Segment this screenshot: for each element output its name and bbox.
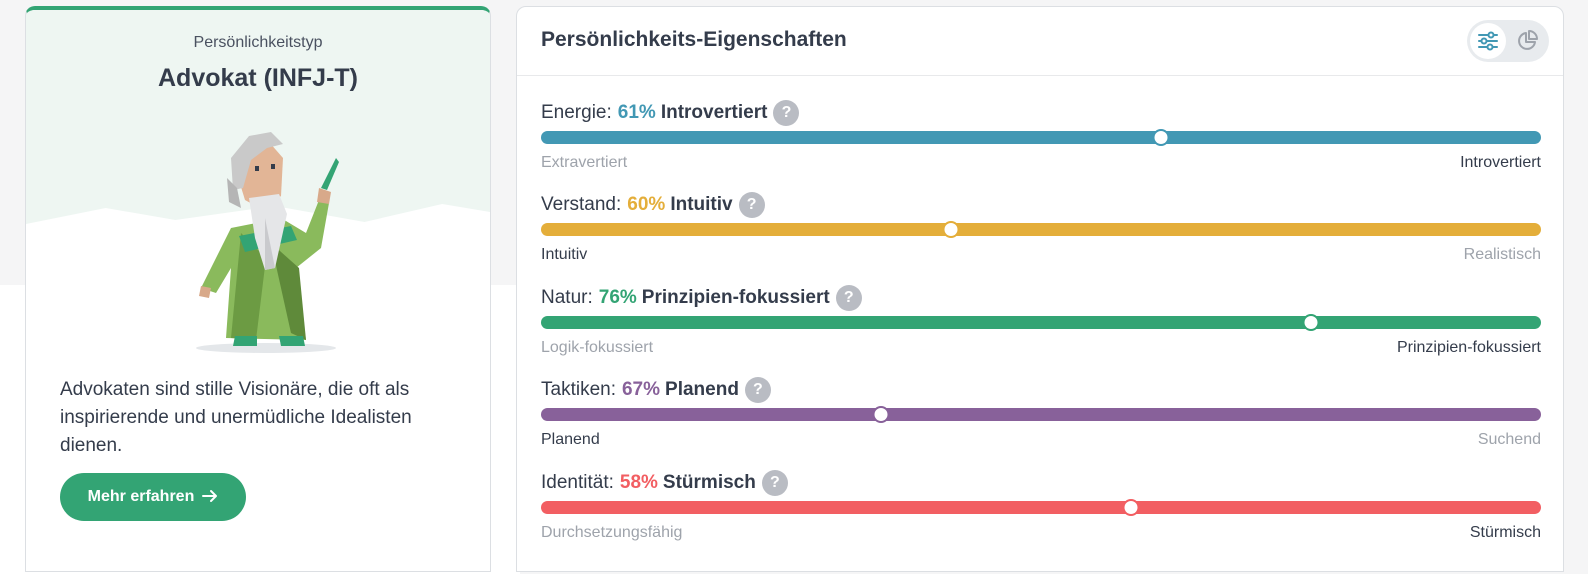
trait-right-pole: Prinzipien-fokussiert [1396, 339, 1541, 356]
trait-row: Taktiken: 67% Planend? Planend Suchend [541, 377, 1541, 457]
trait-row: Energie: 61% Introvertiert? Extravertiert In… [541, 100, 1541, 180]
trait-marker [872, 406, 890, 423]
trait-name: Introvertiert [660, 102, 768, 123]
traits-header: Persönlichkeits-Eigenschaften [517, 7, 1563, 76]
trait-name: Planend [665, 379, 739, 400]
type-name: Advokat (INFJ-T) [158, 64, 358, 92]
trait-marker [1122, 499, 1140, 516]
personality-traits-card: Persönlichkeits-Eigenschaften [516, 6, 1564, 572]
trait-heading: Identität: 58% Stürmisch? [541, 470, 788, 496]
trait-bar [541, 221, 1541, 238]
trait-right-pole: Realistisch [1463, 246, 1541, 263]
personality-type-card: Persönlichkeitstyp Advokat (INFJ-T) Advo… [25, 6, 491, 572]
sliders-icon [1478, 31, 1498, 51]
trait-right-pole: Stürmisch [1469, 524, 1541, 541]
learn-more-label: Mehr erfahren [87, 488, 195, 505]
pie-chart-view-button[interactable] [1509, 23, 1545, 59]
trait-marker [1152, 129, 1170, 146]
trait-bar [541, 129, 1541, 146]
type-description: Advokaten sind stille Visionäre, die oft… [60, 379, 412, 456]
trait-row: Natur: 76% Prinzipien-fokussiert? Logik-fok… [541, 285, 1541, 365]
help-icon[interactable]: ? [744, 377, 771, 403]
trait-bar [541, 406, 1541, 423]
trait-name: Stürmisch [662, 472, 756, 493]
help-icon[interactable]: ? [773, 100, 800, 126]
trait-heading: Taktiken: 67% Planend? [541, 377, 771, 403]
trait-name: Prinzipien-fokussiert [641, 287, 830, 308]
trait-heading: Natur: 76% Prinzipien-fokussiert? [541, 285, 862, 311]
trait-left-pole: Planend [541, 431, 600, 448]
view-toggle [1467, 20, 1549, 62]
trait-left-pole: Durchsetzungsfähig [541, 524, 683, 541]
trait-category: Taktiken: [541, 379, 616, 400]
trait-category: Identität: [541, 472, 614, 493]
trait-left-pole: Logik-fokussiert [541, 339, 654, 356]
trait-heading: Energie: 61% Introvertiert? [541, 100, 800, 126]
trait-percent: 58% [619, 472, 658, 493]
trait-heading: Verstand: 60% Intuitiv? [541, 192, 765, 218]
type-label: Persönlichkeitstyp [193, 34, 323, 51]
advocate-character-illustration [196, 132, 339, 353]
trait-percent: 67% [621, 379, 661, 400]
trait-right-pole: Suchend [1477, 431, 1541, 448]
help-icon[interactable]: ? [835, 285, 862, 311]
trait-percent: 76% [598, 287, 637, 308]
trait-category: Verstand: [541, 194, 622, 215]
help-icon[interactable]: ? [738, 192, 765, 218]
arrow-right-icon [202, 487, 218, 508]
trait-bar [541, 314, 1541, 331]
pie-chart-icon [1518, 30, 1538, 50]
trait-left-pole: Extravertiert [541, 154, 628, 171]
traits-title: Persönlichkeits-Eigenschaften [541, 28, 847, 51]
trait-marker [1302, 314, 1320, 331]
trait-marker [942, 221, 960, 238]
trait-bar [541, 499, 1541, 516]
trait-row: Verstand: 60% Intuitiv? Intuitiv Realistisch [541, 192, 1541, 272]
trait-left-pole: Intuitiv [541, 246, 588, 263]
trait-category: Natur: [541, 287, 593, 308]
learn-more-button[interactable]: Mehr erfahren [60, 473, 246, 521]
trait-percent: 60% [627, 194, 666, 215]
trait-right-pole: Introvertiert [1460, 154, 1541, 171]
card-background-shape [26, 10, 490, 224]
trait-percent: 61% [617, 102, 656, 123]
help-icon[interactable]: ? [761, 470, 788, 496]
sliders-view-button[interactable] [1470, 23, 1506, 59]
trait-row: Identität: 58% Stürmisch? Durchsetzungsfähi… [541, 470, 1541, 550]
trait-name: Intuitiv [670, 194, 733, 215]
trait-category: Energie: [541, 102, 612, 123]
